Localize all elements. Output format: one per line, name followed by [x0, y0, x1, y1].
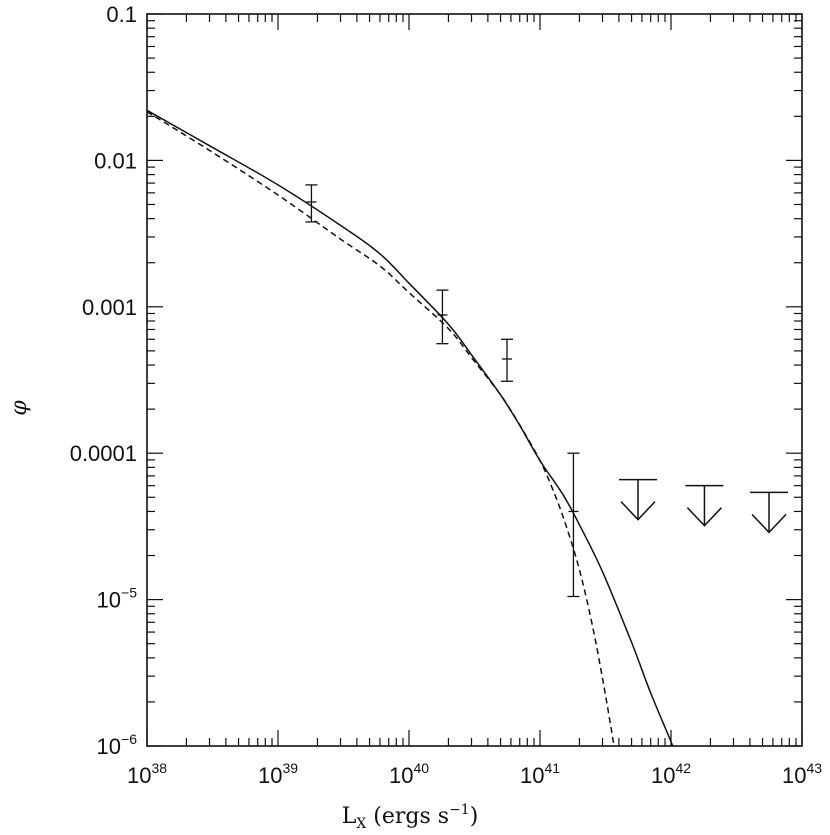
x-tick-label-base: 10: [127, 763, 151, 788]
upper-limit-head: [620, 501, 656, 521]
data-point: [436, 289, 449, 345]
x-axis-label-rest: (ergs s: [366, 804, 449, 829]
x-axis-label-close: ): [470, 804, 479, 829]
data-points: [305, 184, 580, 598]
plot-frame: [146, 13, 803, 747]
upper-limit-head: [751, 513, 787, 534]
x-tick-label-exponent: 41: [544, 760, 560, 776]
model-curve-dashed: [147, 111, 615, 746]
y-tick-label-exponent: −6: [121, 731, 137, 747]
x-tick-label-base: 10: [651, 763, 675, 788]
x-tick-label-base: 10: [782, 763, 806, 788]
x-tick-label-exponent: 38: [151, 760, 167, 776]
y-tick-label-base: 10: [97, 588, 121, 613]
x-tick-label-base: 10: [258, 763, 282, 788]
data-point: [305, 184, 318, 223]
x-axis-label: LX (ergs s−1): [342, 802, 479, 832]
x-tick-label: 1041: [520, 760, 560, 788]
x-tick-label-exponent: 42: [675, 760, 691, 776]
upper-limit-head: [686, 507, 722, 527]
tick-marks: [146, 13, 803, 747]
y-tick-label: 0.0001: [70, 441, 137, 466]
y-tick-label: 10−6: [97, 731, 138, 759]
y-tick-label-exponent: −5: [121, 585, 137, 601]
x-tick-label: 1038: [127, 760, 167, 788]
x-tick-label: 1039: [258, 760, 298, 788]
upper-limit-arrow: [619, 478, 658, 521]
x-tick-label: 1042: [651, 760, 691, 788]
x-tick-label-exponent: 40: [413, 760, 429, 776]
x-axis-label-sup: −1: [449, 802, 470, 818]
x-tick-label-base: 10: [520, 763, 544, 788]
data-point: [567, 452, 580, 598]
x-tick-label: 1040: [389, 760, 429, 788]
y-tick-label: 0.01: [94, 148, 137, 173]
x-tick-label-exponent: 43: [806, 760, 822, 776]
x-axis-label-sub: X: [356, 816, 366, 832]
x-tick-labels: 1038 1039 1040 1041 1042 1043: [127, 760, 822, 788]
y-tick-label: 10−5: [97, 585, 138, 613]
upper-limit-arrow: [685, 484, 724, 527]
model-curves: [147, 109, 674, 746]
x-tick-label-base: 10: [389, 763, 413, 788]
y-tick-label-base: 10: [97, 734, 121, 759]
upper-limit-arrow: [750, 491, 789, 534]
data-point: [501, 338, 514, 382]
x-axis-label-main: L: [342, 804, 357, 829]
y-axis-label: φ: [7, 400, 32, 416]
upper-limits: [619, 478, 789, 534]
y-tick-label: 0.001: [82, 295, 137, 320]
x-tick-label-exponent: 39: [282, 760, 298, 776]
x-tick-label: 1043: [782, 760, 822, 788]
y-tick-label: 0.1: [106, 2, 137, 27]
